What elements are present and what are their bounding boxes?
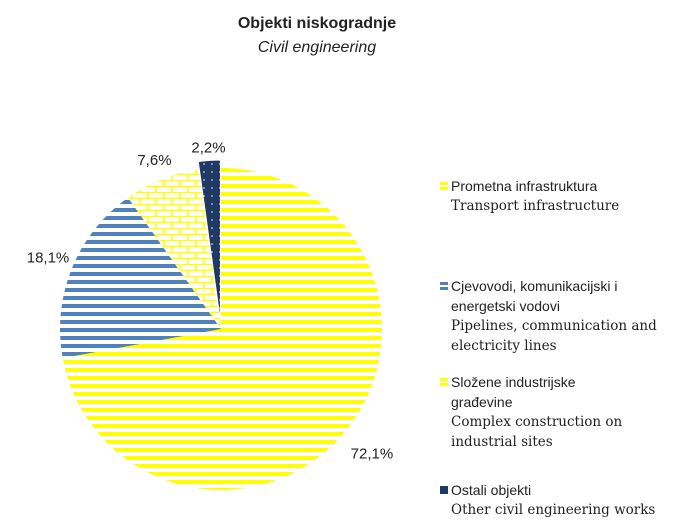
pie-slice	[197, 159, 221, 322]
legend-entry: Složene industrijske građevine Complex co…	[440, 372, 670, 452]
legend-entry: Cjevovodi, komunikacijski i energetski v…	[440, 276, 670, 356]
chart-title: Objekti niskogradnje	[238, 15, 396, 32]
legend-marker	[440, 378, 448, 386]
data-label: 72,1%	[351, 446, 394, 463]
data-label: 7,6%	[137, 152, 171, 169]
data-label: 2,2%	[191, 140, 225, 157]
legend-entry: Ostali objekti Other civil engineering wo…	[440, 480, 670, 520]
legend-label: Složene industrijske građevine	[451, 374, 576, 410]
pie-slice	[62, 168, 383, 490]
legend-label-en: Complex construction on industrial sites	[451, 414, 623, 450]
legend-label: Ostali objekti	[451, 482, 532, 498]
data-label: 18,1%	[27, 250, 70, 267]
legend-marker	[440, 182, 448, 190]
legend-label-en: Transport infrastructure	[451, 198, 620, 214]
legend-label-en: Other civil engineering works	[451, 502, 656, 518]
legend-label: Cjevovodi, komunikacijski i energetski v…	[451, 278, 618, 314]
chart-subtitle: Civil engineering	[258, 39, 376, 56]
legend-label: Prometna infrastruktura	[451, 178, 598, 194]
pie-slice	[60, 197, 222, 359]
legend-entry: Prometna infrastruktura Transport infrast…	[440, 176, 670, 216]
legend-marker	[440, 486, 448, 494]
pie-slice	[128, 169, 221, 329]
legend-marker	[440, 282, 448, 290]
legend-label-en: Pipelines, communication and electricity…	[451, 318, 657, 354]
